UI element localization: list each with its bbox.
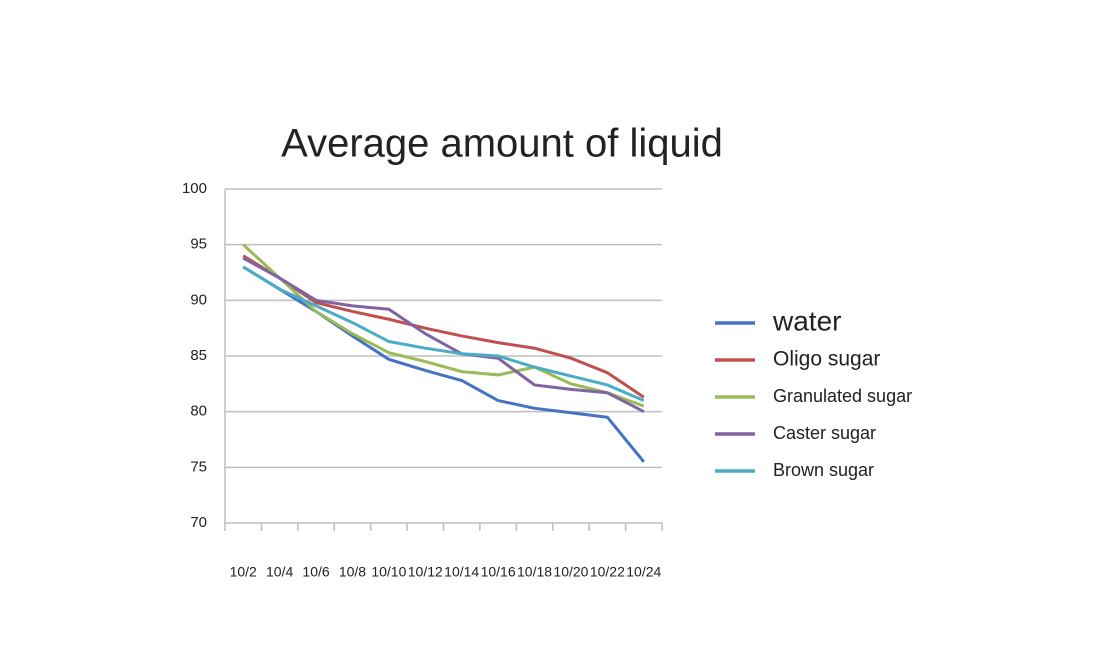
legend-label: Caster sugar: [773, 423, 876, 443]
x-tick-label: 10/16: [481, 564, 516, 580]
x-tick-label: 10/10: [371, 564, 406, 580]
y-tick-label: 75: [190, 458, 207, 475]
x-tick-label: 10/20: [553, 564, 588, 580]
legend-label: Granulated sugar: [773, 386, 912, 406]
series-line: [242, 256, 645, 413]
y-tick-label: 85: [190, 347, 207, 364]
series-line: [242, 243, 645, 408]
x-tick-label: 10/12: [408, 564, 443, 580]
legend-label: Brown sugar: [773, 460, 874, 480]
x-tick-label: 10/4: [266, 564, 293, 580]
x-tick-label: 10/8: [339, 564, 366, 580]
series-line: [242, 265, 645, 402]
y-tick-label: 100: [182, 180, 207, 197]
x-tick-label: 10/24: [626, 564, 661, 580]
y-tick-label: 80: [190, 403, 207, 420]
y-tick-label: 90: [190, 291, 207, 308]
chart-title: Average amount of liquid: [281, 122, 723, 166]
x-tick-label: 10/22: [590, 564, 625, 580]
x-tick-label: 10/18: [517, 564, 552, 580]
x-tick-label: 10/2: [230, 564, 257, 580]
legend-label: water: [772, 305, 841, 336]
series-line: [242, 254, 645, 399]
x-tick-label: 10/6: [302, 564, 329, 580]
legend-label: Oligo sugar: [773, 348, 880, 371]
x-tick-label: 10/14: [444, 564, 479, 580]
y-tick-label: 95: [190, 236, 207, 253]
y-tick-label: 70: [190, 514, 207, 531]
